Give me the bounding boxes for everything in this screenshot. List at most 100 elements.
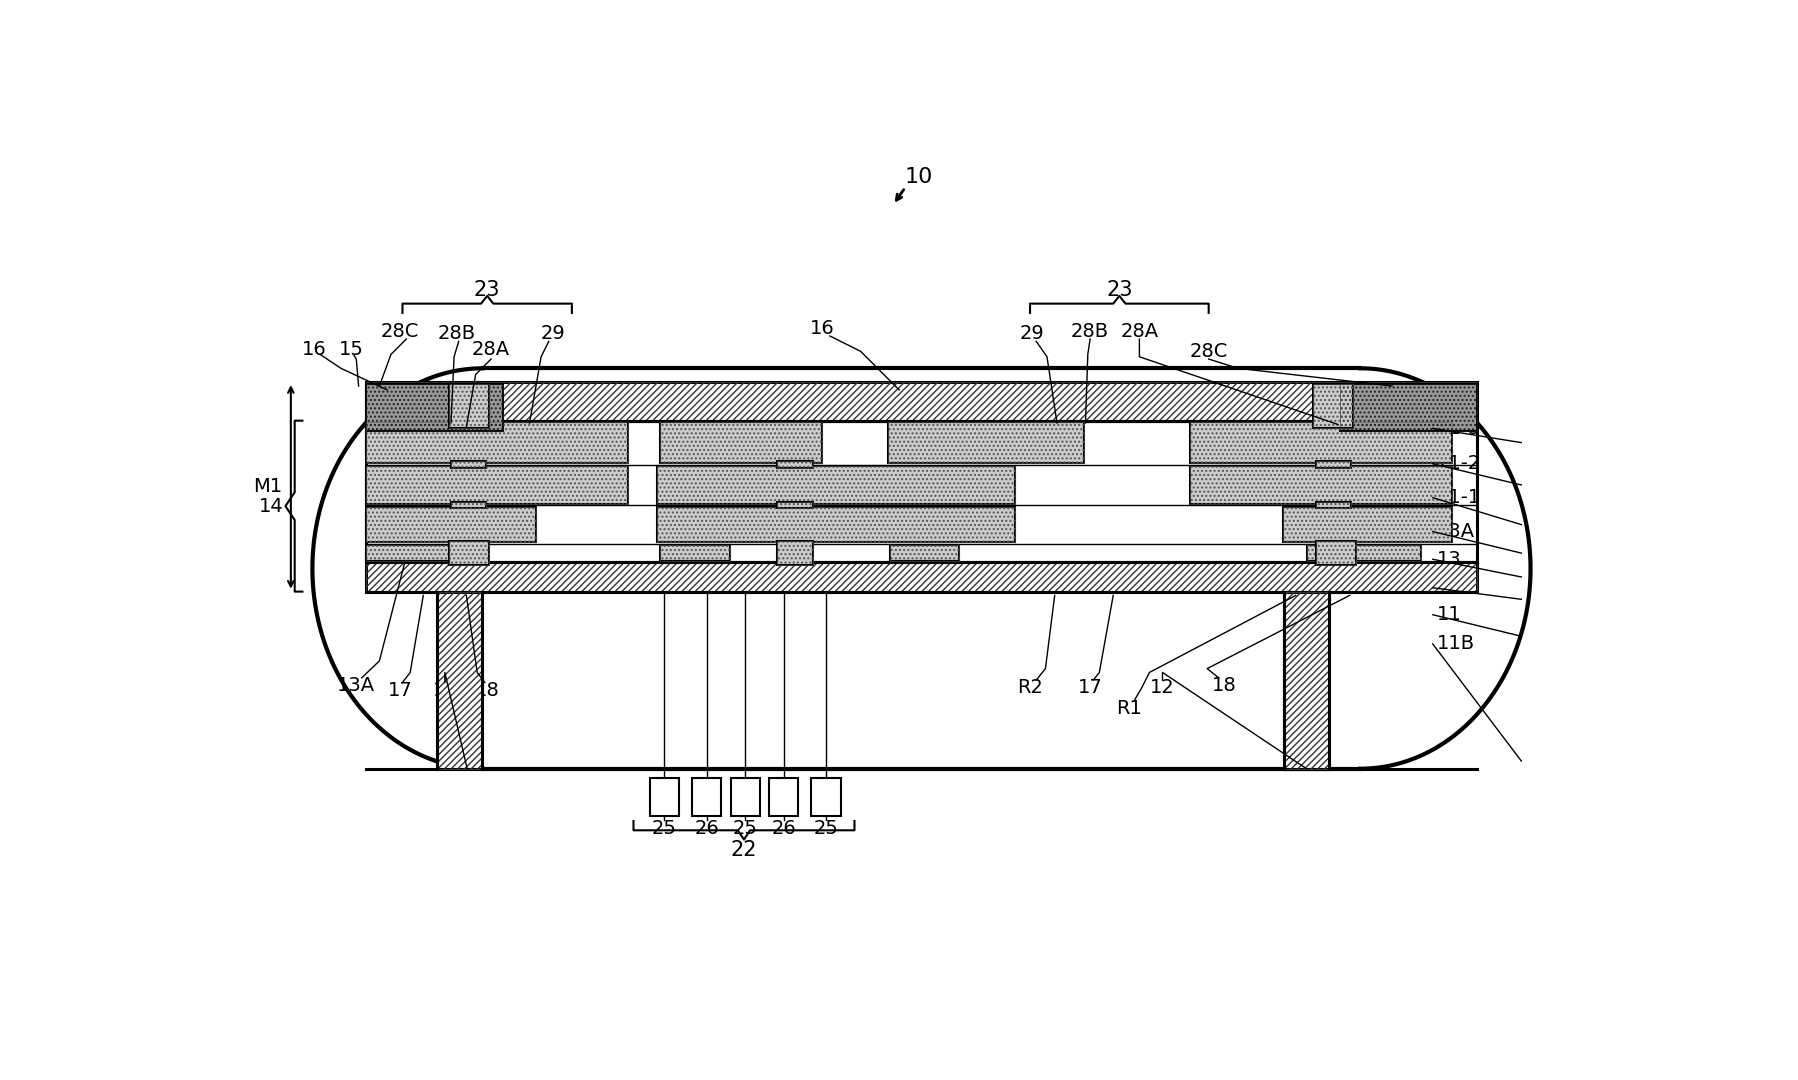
- Bar: [1190, 467, 1453, 503]
- Bar: [888, 422, 1084, 463]
- Bar: [656, 507, 1014, 542]
- Bar: [649, 778, 680, 816]
- Text: 25: 25: [653, 820, 676, 838]
- Bar: [1284, 592, 1329, 769]
- Text: 18: 18: [1212, 676, 1237, 696]
- Bar: [367, 545, 480, 561]
- Text: 15: 15: [338, 339, 363, 359]
- Text: 11B: 11B: [1437, 634, 1474, 653]
- Text: 28B: 28B: [1072, 322, 1109, 341]
- Bar: [777, 461, 813, 468]
- Bar: [367, 507, 536, 542]
- Bar: [367, 545, 480, 561]
- Text: 22: 22: [730, 839, 757, 860]
- Bar: [450, 541, 489, 566]
- Text: 26: 26: [694, 820, 719, 838]
- Text: 17: 17: [1077, 678, 1102, 698]
- Bar: [437, 592, 482, 769]
- Bar: [692, 778, 721, 816]
- Bar: [367, 467, 628, 503]
- Bar: [437, 592, 482, 769]
- Text: 25: 25: [734, 820, 757, 838]
- Text: 28C: 28C: [1190, 342, 1228, 361]
- Text: 18: 18: [475, 680, 500, 700]
- Text: 23: 23: [1106, 280, 1133, 300]
- Text: 13A: 13A: [338, 676, 376, 696]
- Bar: [451, 502, 487, 509]
- Bar: [367, 563, 1476, 592]
- Text: 11: 11: [1437, 605, 1462, 624]
- Bar: [367, 422, 628, 463]
- Bar: [656, 467, 1014, 503]
- Text: 13: 13: [1437, 550, 1462, 569]
- Text: 29: 29: [1019, 324, 1045, 343]
- Text: 21-2: 21-2: [1437, 455, 1482, 473]
- Bar: [367, 382, 1476, 421]
- Bar: [1316, 461, 1350, 468]
- FancyBboxPatch shape: [156, 212, 1687, 924]
- Text: 26: 26: [771, 820, 797, 838]
- Bar: [450, 383, 489, 429]
- Bar: [367, 383, 503, 431]
- Bar: [1282, 507, 1453, 542]
- Text: 17: 17: [388, 680, 412, 700]
- Bar: [451, 502, 487, 509]
- Bar: [660, 422, 822, 463]
- Bar: [890, 545, 958, 561]
- FancyBboxPatch shape: [142, 198, 1701, 939]
- Bar: [777, 541, 813, 566]
- Bar: [1190, 467, 1453, 503]
- Bar: [888, 422, 1084, 463]
- Text: 25: 25: [813, 820, 838, 838]
- Bar: [660, 422, 822, 463]
- Bar: [730, 778, 761, 816]
- Bar: [367, 421, 1476, 563]
- Bar: [1316, 461, 1350, 468]
- Bar: [450, 383, 489, 429]
- Bar: [1340, 383, 1476, 431]
- Text: 28C: 28C: [381, 322, 419, 341]
- Bar: [1316, 541, 1356, 566]
- Bar: [1340, 383, 1476, 431]
- Text: 28A: 28A: [1120, 322, 1158, 341]
- Bar: [770, 778, 798, 816]
- Bar: [1313, 383, 1354, 429]
- Text: 14: 14: [259, 497, 284, 515]
- Bar: [1190, 422, 1453, 463]
- Text: M1: M1: [254, 477, 282, 497]
- Text: 16: 16: [302, 339, 325, 359]
- Text: 16: 16: [809, 319, 834, 338]
- Bar: [1313, 383, 1354, 429]
- Text: 13A: 13A: [1437, 522, 1474, 541]
- Bar: [656, 467, 1014, 503]
- Text: 28B: 28B: [437, 324, 475, 343]
- Text: 29: 29: [539, 324, 565, 343]
- Bar: [451, 461, 487, 468]
- Bar: [660, 545, 730, 561]
- Text: 21-1: 21-1: [1437, 488, 1482, 508]
- Bar: [1282, 507, 1453, 542]
- Bar: [1307, 545, 1420, 561]
- Bar: [367, 422, 628, 463]
- Text: 12: 12: [433, 680, 457, 700]
- Bar: [777, 461, 813, 468]
- Bar: [777, 502, 813, 509]
- Bar: [656, 507, 1014, 542]
- Bar: [811, 778, 841, 816]
- Text: 11A: 11A: [1437, 578, 1474, 597]
- Bar: [367, 563, 1476, 592]
- Bar: [1284, 592, 1329, 769]
- Bar: [777, 502, 813, 509]
- Text: 28A: 28A: [473, 339, 511, 359]
- Bar: [660, 545, 730, 561]
- Bar: [367, 467, 628, 503]
- Bar: [1316, 541, 1356, 566]
- Bar: [451, 461, 487, 468]
- Bar: [1307, 545, 1420, 561]
- Text: 12: 12: [1151, 678, 1174, 698]
- Bar: [450, 541, 489, 566]
- Bar: [1316, 502, 1350, 509]
- Bar: [777, 541, 813, 566]
- Text: 10: 10: [904, 167, 933, 187]
- Text: 23: 23: [475, 280, 500, 300]
